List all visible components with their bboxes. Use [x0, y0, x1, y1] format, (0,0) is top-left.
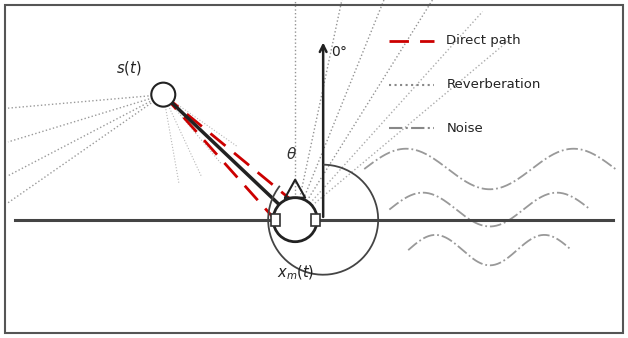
Text: Noise: Noise — [447, 122, 483, 135]
Text: Direct path: Direct path — [447, 34, 521, 47]
Text: $\theta$: $\theta$ — [286, 146, 296, 162]
Bar — [311, 214, 320, 226]
Circle shape — [151, 82, 175, 107]
Text: $s(t)$: $s(t)$ — [116, 58, 141, 77]
Circle shape — [273, 198, 317, 242]
Text: Reverberation: Reverberation — [447, 78, 541, 91]
Text: $0°$: $0°$ — [331, 45, 348, 59]
Text: $x_m(t)$: $x_m(t)$ — [276, 264, 314, 282]
Bar — [271, 214, 279, 226]
